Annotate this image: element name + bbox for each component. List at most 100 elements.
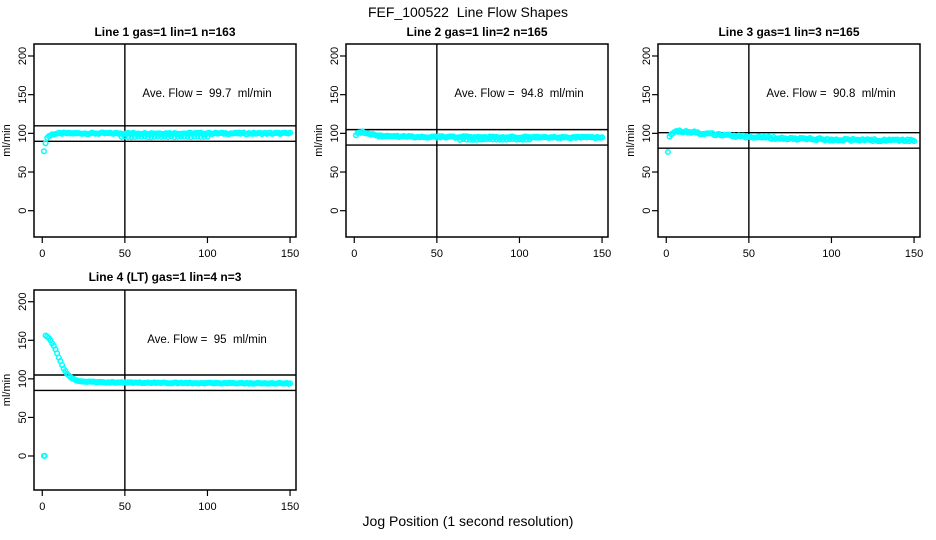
data-point <box>128 134 135 141</box>
data-point <box>486 136 493 143</box>
data-point <box>141 133 148 140</box>
y-tick-label: 100 <box>17 124 29 142</box>
data-point <box>125 133 132 141</box>
data-point <box>470 136 477 143</box>
y-tick-label: 0 <box>17 453 29 459</box>
data-point <box>201 133 208 140</box>
data-point <box>151 133 158 140</box>
data-point <box>197 133 204 141</box>
x-tick-label: 50 <box>119 501 131 513</box>
data-points <box>40 129 294 155</box>
y-tick-label: 150 <box>641 85 653 103</box>
x-tick-label: 150 <box>281 501 299 513</box>
data-points <box>40 332 294 459</box>
data-point <box>40 148 47 155</box>
y-tick-label: 50 <box>17 166 29 178</box>
y-tick-label: 100 <box>17 370 29 388</box>
data-points <box>352 128 606 143</box>
x-tick-label: 100 <box>510 248 528 260</box>
data-point <box>194 133 201 140</box>
y-tick-label: 150 <box>329 85 341 103</box>
x-tick-label: 50 <box>431 248 443 260</box>
subplot-2: 0 50 100 150 200 0 50 100 150 ml/min Line 2 gas=1 … <box>313 25 611 260</box>
data-point <box>523 136 530 143</box>
x-tick-label: 100 <box>198 248 216 260</box>
y-tick-label: 100 <box>641 124 653 142</box>
data-point <box>463 136 470 143</box>
data-point <box>480 136 487 143</box>
data-point <box>177 133 185 140</box>
data-point <box>148 134 155 141</box>
subplot-title: Line 4 (LT) gas=1 lin=4 n=3 <box>89 270 242 284</box>
data-point <box>476 136 483 143</box>
y-tick-label: 200 <box>329 47 341 65</box>
data-point <box>138 133 145 140</box>
data-point <box>489 136 497 143</box>
subplot-1: 0 50 100 150 200 0 50 100 150 ml/min Line 1 gas=1 … <box>1 25 299 260</box>
x-tick-label: 150 <box>905 248 923 260</box>
ave-flow-annotation: Ave. Flow = 94.8 ml/min <box>454 88 583 100</box>
figure-x-axis-label: Jog Position (1 second resolution) <box>362 513 574 529</box>
x-tick-label: 0 <box>39 248 45 260</box>
plot-box <box>33 43 297 238</box>
plot-box <box>33 289 297 491</box>
subplot-3: 0 50 100 150 200 0 50 100 150 ml/min Line 3 gas=1 … <box>625 25 923 260</box>
data-point <box>496 136 503 143</box>
x-tick-label: 100 <box>198 501 216 513</box>
y-tick-label: 0 <box>329 208 341 214</box>
y-tick-label: 200 <box>17 47 29 65</box>
ave-flow-annotation: Ave. Flow = 99.7 ml/min <box>142 88 271 100</box>
subplot-4: 0 50 100 150 200 0 50 100 150 ml/min Line 4 (LT) g… <box>1 270 299 513</box>
y-tick-label: 200 <box>641 47 653 65</box>
x-tick-label: 50 <box>743 248 755 260</box>
data-point <box>599 134 606 141</box>
y-axis-label: ml/min <box>313 124 325 156</box>
figure-title: FEF_100522 Line Flow Shapes <box>367 4 568 20</box>
subplot-title: Line 1 gas=1 lin=1 n=163 <box>94 25 235 39</box>
y-axis-label: ml/min <box>1 374 13 406</box>
data-point <box>519 136 526 143</box>
data-point <box>187 134 194 141</box>
data-point <box>42 140 49 147</box>
data-point <box>466 136 473 143</box>
data-point <box>135 133 142 140</box>
y-tick-label: 150 <box>17 85 29 103</box>
x-tick-label: 0 <box>39 501 45 513</box>
data-point <box>191 133 198 140</box>
x-tick-label: 150 <box>593 248 611 260</box>
data-point <box>164 134 171 141</box>
data-point <box>516 136 523 143</box>
data-point <box>483 136 490 143</box>
data-point <box>509 136 516 143</box>
plot-box <box>657 43 921 238</box>
data-point <box>456 136 464 143</box>
data-point <box>181 133 188 140</box>
data-point <box>911 138 918 145</box>
data-point <box>513 136 520 143</box>
data-point <box>158 133 165 140</box>
y-tick-label: 50 <box>641 166 653 178</box>
data-point <box>118 133 125 140</box>
data-point <box>41 452 48 459</box>
ave-flow-annotation: Ave. Flow = 90.8 ml/min <box>766 88 895 100</box>
ave-flow-annotation: Ave. Flow = 95 ml/min <box>147 334 267 346</box>
data-point <box>131 133 138 141</box>
x-tick-label: 150 <box>281 248 299 260</box>
subplot-title: Line 3 gas=1 lin=3 n=165 <box>718 25 859 39</box>
data-point <box>168 133 175 140</box>
data-point <box>161 133 168 140</box>
x-tick-label: 0 <box>663 248 669 260</box>
data-point <box>664 148 671 156</box>
data-point <box>460 136 467 143</box>
data-point <box>121 133 128 140</box>
y-tick-label: 50 <box>17 411 29 423</box>
subplot-title: Line 2 gas=1 lin=2 n=165 <box>406 25 547 39</box>
x-tick-label: 100 <box>822 248 840 260</box>
data-points <box>664 127 918 156</box>
data-point <box>493 136 500 143</box>
data-point <box>499 136 506 143</box>
data-point <box>154 133 161 140</box>
data-point <box>526 136 533 143</box>
data-point <box>171 134 178 141</box>
